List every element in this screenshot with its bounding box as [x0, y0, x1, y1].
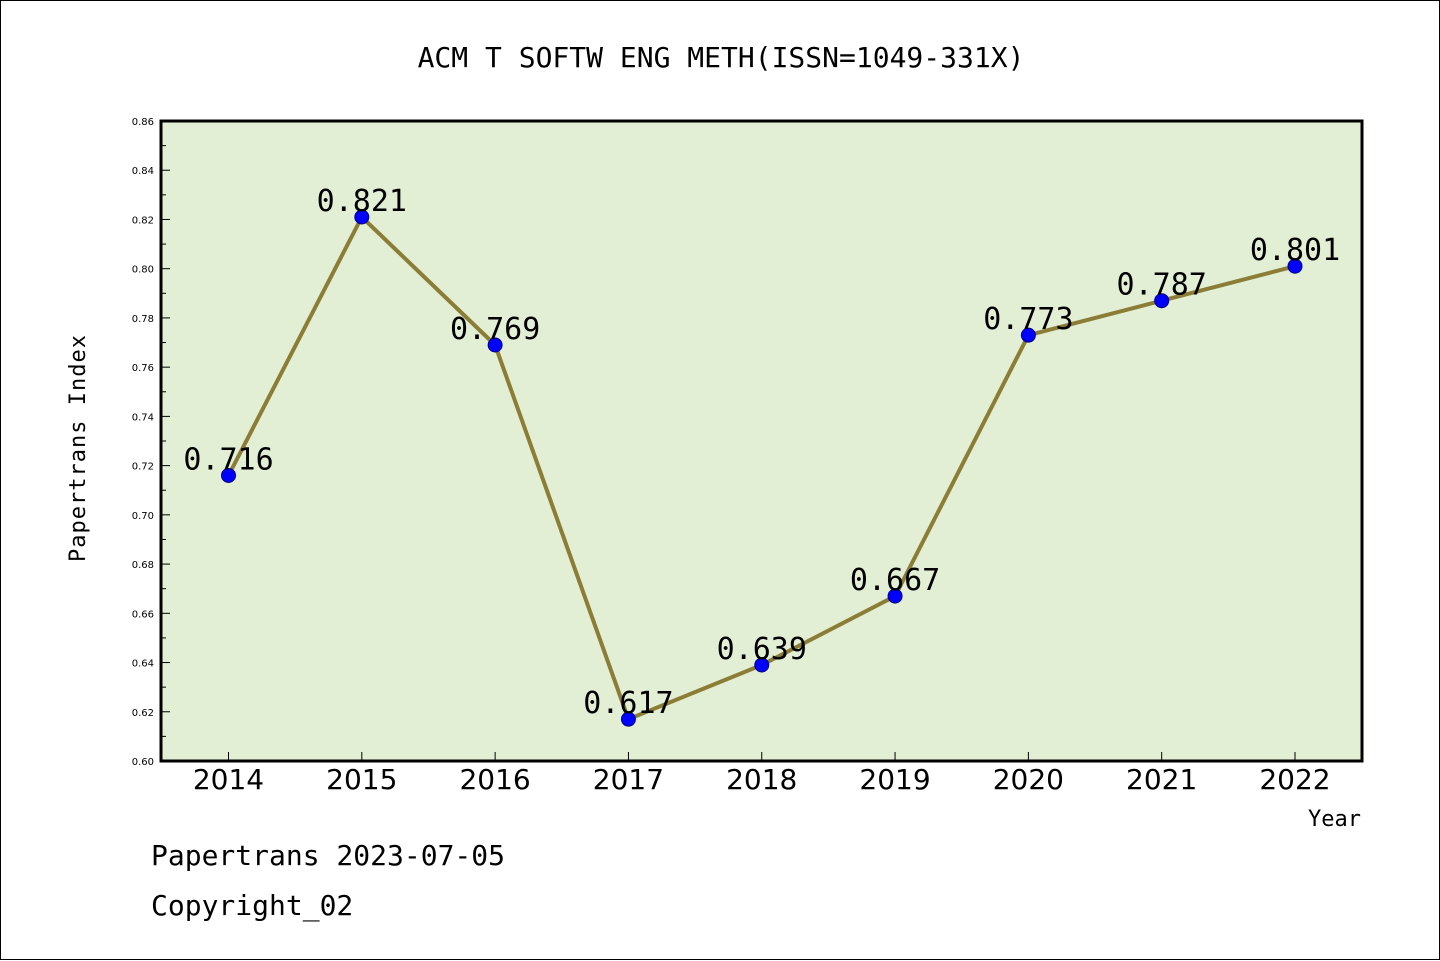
data-point [754, 657, 770, 673]
x-tick-label: 2019 [859, 763, 930, 796]
data-point [887, 588, 903, 604]
y-tick-label: 0.64 [132, 659, 154, 670]
data-point [487, 337, 503, 353]
y-tick-label: 0.80 [132, 265, 154, 276]
footer-date: Papertrans 2023-07-05 [151, 839, 505, 872]
y-tick-label: 0.82 [132, 215, 154, 226]
y-axis-label: Papertrans Index [66, 334, 91, 562]
data-label: 0.821 [317, 184, 407, 219]
x-tick-label: 2021 [1126, 763, 1197, 796]
data-point [620, 711, 636, 727]
x-axis-label: Year [1308, 807, 1361, 832]
y-tick-label: 0.78 [132, 314, 154, 325]
y-tick-label: 0.86 [132, 117, 154, 128]
y-tick-label: 0.74 [132, 412, 154, 423]
x-tick-label: 2016 [459, 763, 530, 796]
plot-area [159, 119, 1364, 763]
data-point [1287, 258, 1303, 274]
y-axis: 0.60 0.62 0.64 0.66 0.68 0.70 0.72 0.74 0.76 0.78… [132, 117, 170, 768]
footer-copyright: Copyright_02 [151, 889, 353, 923]
x-tick-label: 2018 [726, 763, 797, 796]
data-label: 0.639 [717, 632, 807, 667]
x-tick-label: 2014 [193, 763, 264, 796]
data-label: 0.716 [183, 442, 273, 477]
y-tick-label: 0.62 [132, 708, 154, 719]
x-tick-label: 2015 [326, 763, 397, 796]
data-point [1020, 327, 1036, 343]
data-label: 0.801 [1250, 233, 1340, 268]
data-label: 0.769 [450, 312, 540, 347]
data-label: 0.667 [850, 563, 940, 598]
y-tick-label: 0.70 [132, 511, 154, 522]
series-layer: 0.716 0.821 0.769 0.617 0.639 0.667 0.773 0.787… [183, 184, 1340, 727]
data-point [354, 209, 370, 225]
y-tick-label: 0.60 [132, 757, 154, 768]
y-tick-label: 0.76 [132, 363, 154, 374]
y-tick-label: 0.68 [132, 560, 154, 571]
x-tick-label: 2022 [1259, 763, 1330, 796]
y-tick-label: 0.84 [132, 166, 154, 177]
chart-title: ACM T SOFTW ENG METH(ISSN=1049-331X) [418, 41, 1025, 74]
y-tick-label: 0.66 [132, 609, 154, 620]
x-tick-label: 2020 [993, 763, 1064, 796]
data-point [1154, 293, 1170, 309]
x-axis: 2014 2015 2016 2017 2018 2019 2020 2021 2022 [193, 752, 1331, 796]
data-label: 0.773 [983, 302, 1073, 337]
data-point [221, 467, 236, 483]
data-label: 0.617 [583, 686, 673, 721]
y-tick-label: 0.72 [132, 462, 154, 473]
data-label: 0.787 [1117, 268, 1207, 303]
x-tick-label: 2017 [593, 763, 664, 796]
